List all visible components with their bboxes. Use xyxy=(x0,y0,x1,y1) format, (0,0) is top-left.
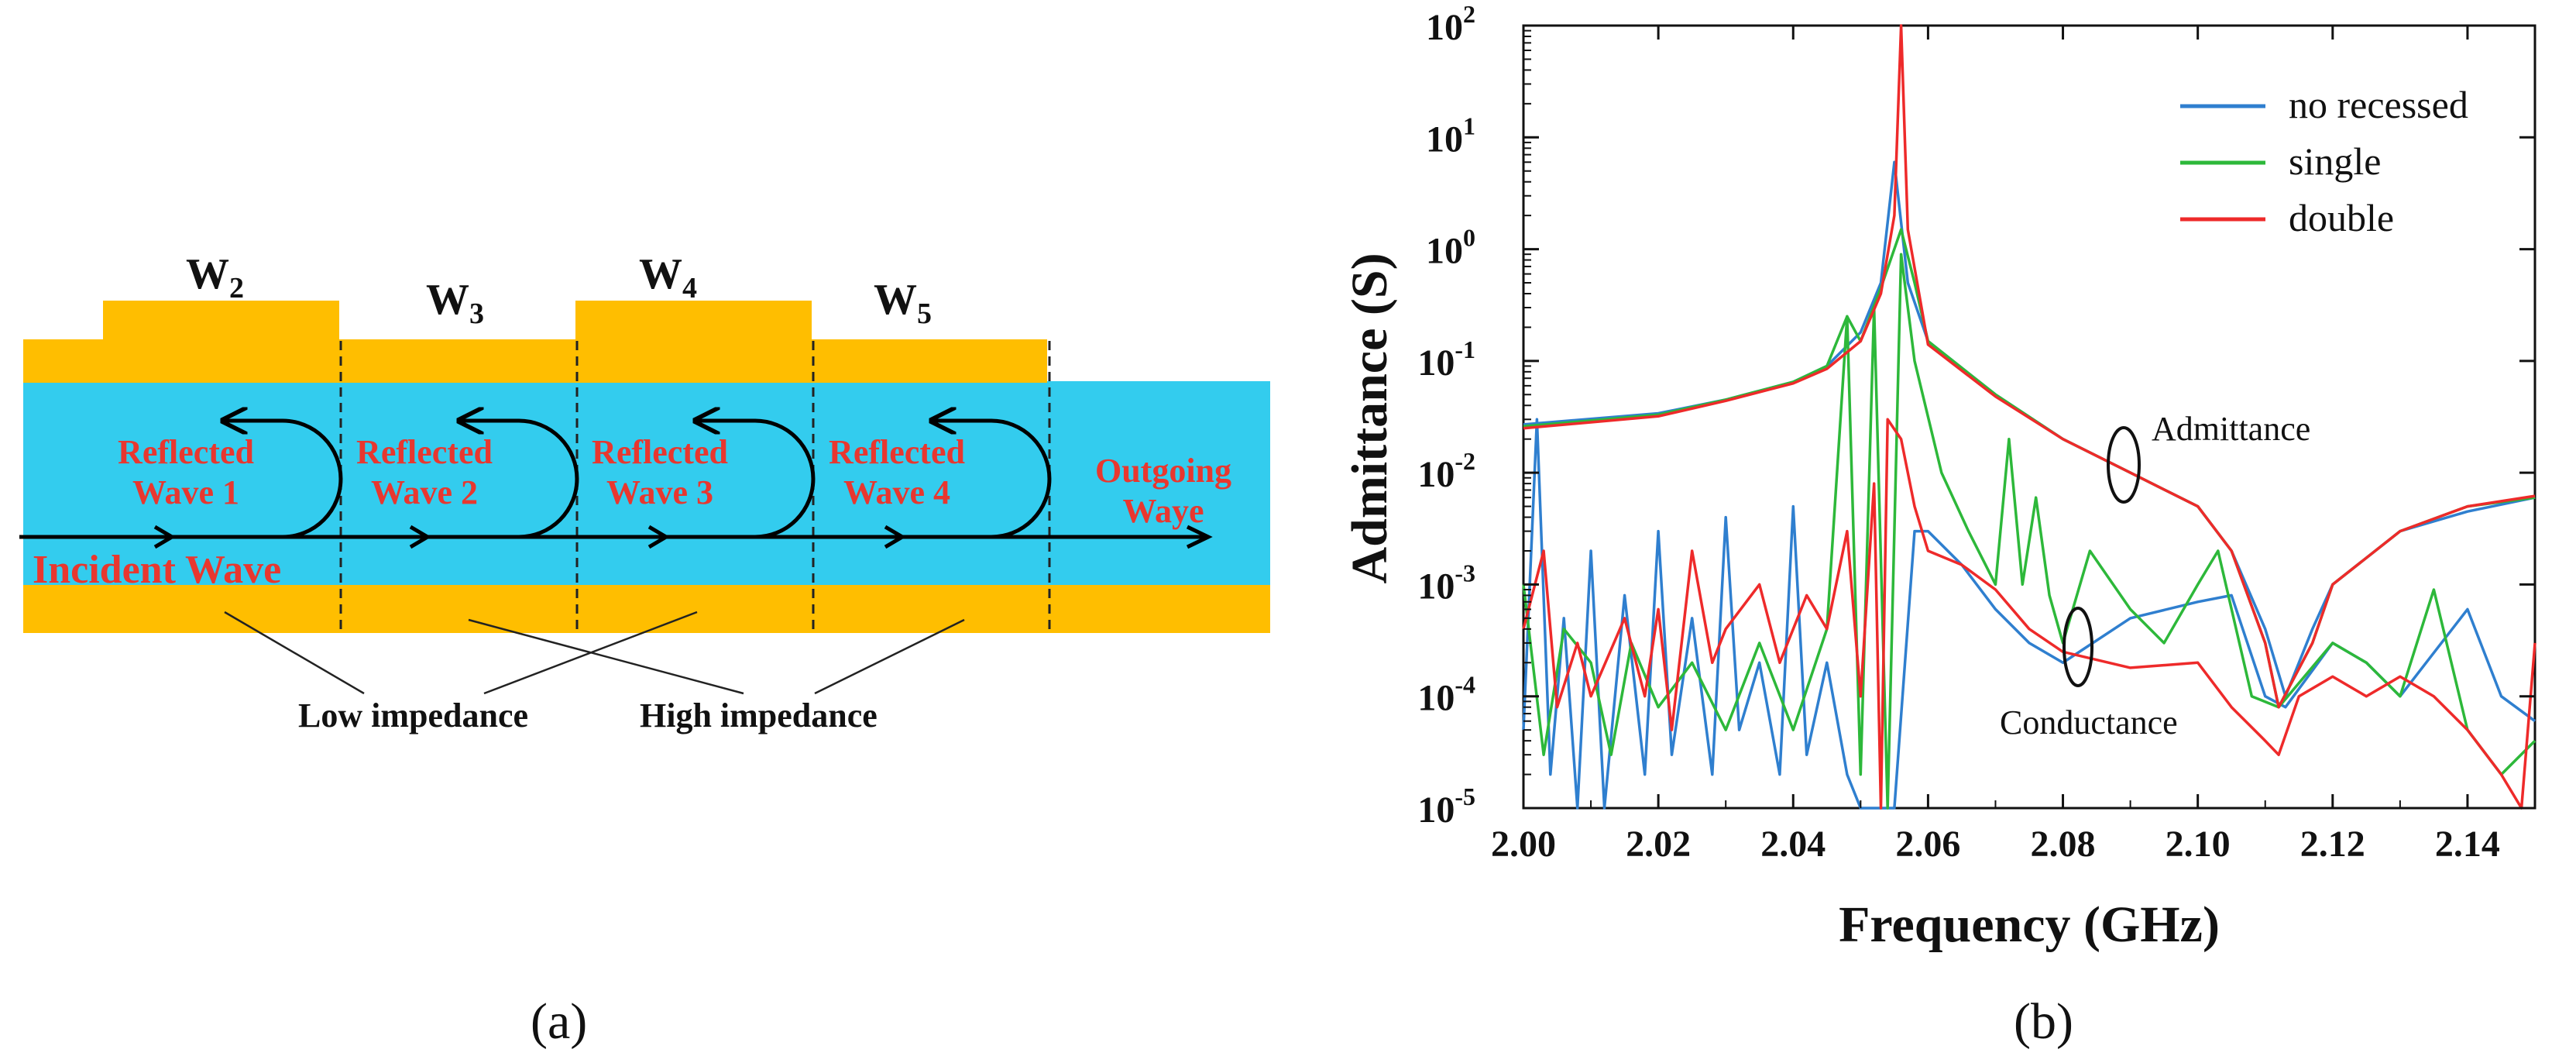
incident-wave-label: Incident Wave xyxy=(33,548,281,592)
x-tick-label: 2.04 xyxy=(1760,824,1826,865)
incident-arrowhead-5 xyxy=(1186,525,1213,549)
width-label-w4: W4 xyxy=(639,250,697,304)
conductance-annotation: Conductance xyxy=(2000,704,2178,741)
reflected-wave-2-label: Reflected Wave 2 xyxy=(356,433,493,511)
y-tick-label: 101 xyxy=(1426,112,1475,160)
legend-label-double: double xyxy=(2289,196,2394,239)
electrode-raised-w2 xyxy=(103,301,339,341)
x-axis-label: Frequency (GHz) xyxy=(1839,896,2220,953)
reflected-arrow-3 xyxy=(696,421,816,539)
series-single-conductance xyxy=(1522,253,2537,810)
impedance-pointers xyxy=(224,611,965,695)
axis-layer: 2.00 2.02 2.04 2.06 2.08 2.10 2.12 2.14 10-5 10-4… xyxy=(1417,0,2535,865)
incident-arrowhead-2 xyxy=(409,525,431,549)
panel-a: W2 W3 W4 W5 Reflected Wave 1 Re xyxy=(19,250,1270,1050)
outgoing-wave-label: Outgoing Waye xyxy=(1095,452,1231,530)
panel-b: 2.00 2.02 2.04 2.06 2.08 2.10 2.12 2.14 10-5 10-4… xyxy=(1341,0,2537,1050)
series-double-admittance xyxy=(1523,24,2536,709)
high-pointer-2 xyxy=(814,618,965,695)
reflected-wave-3-label: Reflected Wave 3 xyxy=(592,433,728,511)
top-electrode-base xyxy=(23,339,1047,383)
width-label-w5: W5 xyxy=(874,276,932,330)
low-impedance-label: Low impedance xyxy=(298,697,528,734)
x-tick-label: 2.06 xyxy=(1895,824,1960,865)
y-tick-label: 102 xyxy=(1426,0,1475,48)
admittance-annotation: Admittance xyxy=(2152,410,2310,448)
legend: no recessed single double xyxy=(2180,83,2468,239)
width-label-w3: W3 xyxy=(426,276,484,330)
chart-layer xyxy=(1522,24,2537,810)
x-tick-label: 2.08 xyxy=(2031,824,2096,865)
legend-label-single: single xyxy=(2289,139,2381,183)
reflected-arrow-1 xyxy=(223,421,343,539)
admittance-ellipse xyxy=(2107,426,2141,504)
incident-arrowhead-1 xyxy=(153,525,176,549)
x-tick-label: 2.00 xyxy=(1491,824,1556,865)
plot-frame xyxy=(1522,24,2537,810)
incident-arrowhead-4 xyxy=(884,525,906,549)
reflected-wave-4-label: Reflected Wave 4 xyxy=(829,433,965,511)
y-tick-label: 10-2 xyxy=(1417,447,1475,495)
conductance-ellipse xyxy=(2063,607,2093,687)
reflected-wave-labels: Reflected Wave 1 Reflected Wave 2 Reflecte… xyxy=(118,433,1231,530)
y-axis-label: Admittance (S) xyxy=(1341,253,1398,583)
electrode-raised-w4 xyxy=(575,301,812,341)
reflected-arrow-4 xyxy=(932,421,1052,539)
panel-a-label: (a) xyxy=(531,993,587,1050)
series-double-conductance xyxy=(1522,418,2537,810)
high-pointer-1 xyxy=(468,618,744,695)
y-tick-label: 10-1 xyxy=(1417,335,1475,384)
legend-label-no-recessed: no recessed xyxy=(2289,83,2468,126)
series-no-recessed-admittance xyxy=(1523,160,2536,698)
series-no-recessed-conductance xyxy=(1522,418,2537,810)
y-tick-label: 10-4 xyxy=(1417,671,1475,719)
x-tick-label: 2.14 xyxy=(2435,824,2500,865)
y-tick-label: 10-5 xyxy=(1417,783,1475,831)
incident-arrowhead-3 xyxy=(647,525,670,549)
x-tick-label: 2.02 xyxy=(1626,824,1691,865)
x-tick-label: 2.12 xyxy=(2300,824,2365,865)
y-tick-label: 10-3 xyxy=(1417,559,1475,607)
reflected-wave-arcs xyxy=(223,421,1052,539)
incident-wave-line xyxy=(19,525,1213,549)
high-impedance-label: High impedance xyxy=(640,697,878,734)
reflected-wave-1-label: Reflected Wave 1 xyxy=(118,433,254,511)
width-label-w2: W2 xyxy=(186,250,244,304)
panel-b-label: (b) xyxy=(2014,993,2073,1050)
bottom-electrode xyxy=(23,585,1270,633)
series-single-admittance xyxy=(1523,228,2536,709)
y-tick-label: 100 xyxy=(1426,224,1475,272)
low-pointer-1 xyxy=(224,611,365,695)
reflected-arrow-2 xyxy=(459,421,579,539)
x-tick-label: 2.10 xyxy=(2166,824,2231,865)
